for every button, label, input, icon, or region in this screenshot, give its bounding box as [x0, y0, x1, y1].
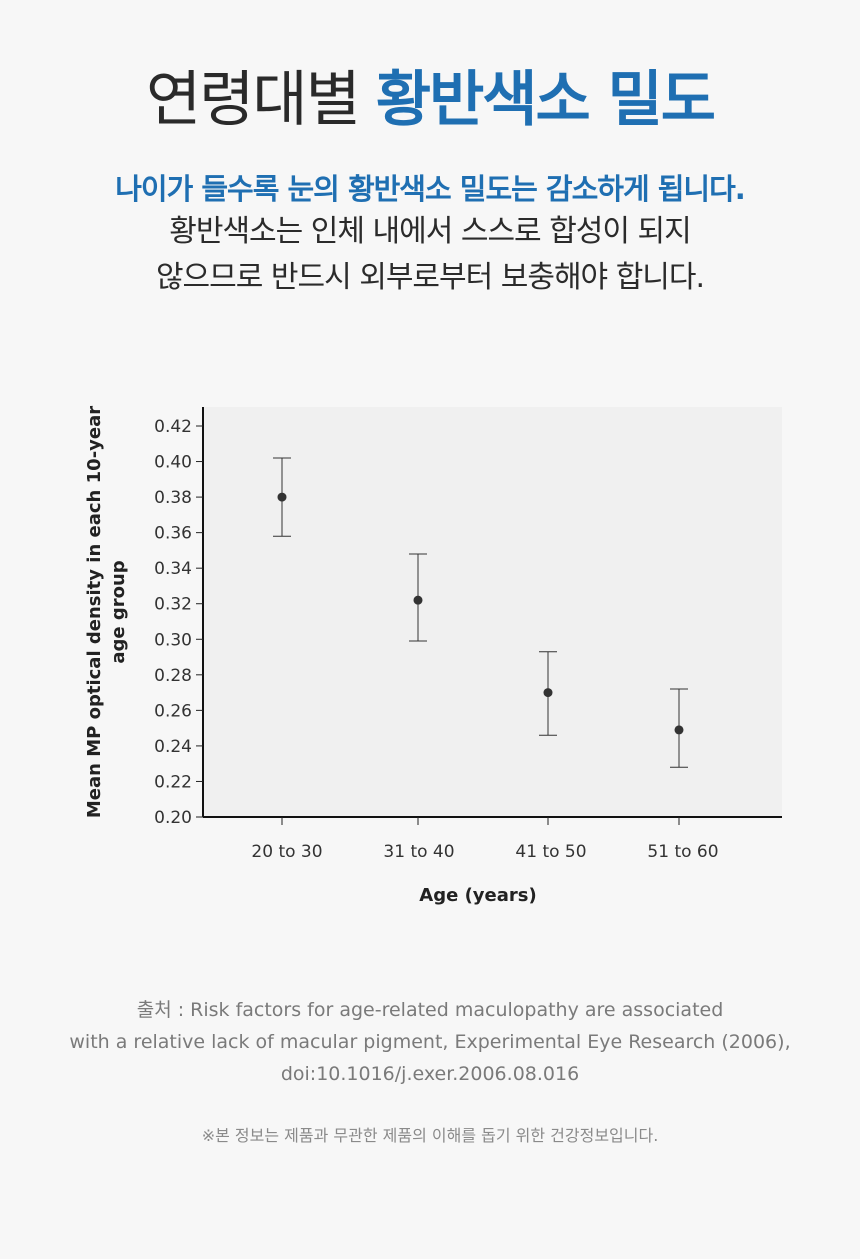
y-tick-label: 0.20 [154, 808, 192, 828]
data-point [277, 492, 287, 502]
data-point [413, 595, 423, 605]
subtitle: 나이가 들수록 눈의 황반색소 밀도는 감소하게 됩니다. [115, 172, 746, 206]
title-bold-part: 황반색소 밀도 [375, 65, 716, 135]
source-line-2: with a relative lack of macular pigment,… [69, 1031, 791, 1053]
y-tick-label: 0.38 [154, 488, 192, 508]
y-tick-label: 0.32 [154, 595, 192, 615]
title-light-part: 연령대별 [146, 65, 361, 135]
y-tick-label: 0.42 [154, 417, 192, 437]
y-tick-label: 0.22 [154, 772, 192, 792]
source-line-3: doi:10.1016/j.exer.2006.08.016 [280, 1063, 580, 1085]
data-point [674, 725, 684, 735]
page-title: 연령대별 황반색소 밀도 [0, 62, 860, 138]
description-line-1: 황반색소는 인체 내에서 스스로 합성이 되지 [169, 214, 691, 249]
y-tick-label: 0.34 [154, 559, 192, 579]
x-tick-label: 41 to 50 [515, 842, 586, 862]
description-line-2: 않으므로 반드시 외부로부터 보충해야 합니다. [155, 260, 705, 295]
y-tick-label: 0.30 [154, 630, 192, 650]
y-tick-label: 0.40 [154, 453, 192, 473]
y-axis-label-line-1: Mean MP optical density in each 10-year [84, 406, 105, 818]
source-line-1: 출처 : Risk factors for age-related maculo… [136, 999, 724, 1021]
x-tick-label: 31 to 40 [383, 842, 454, 862]
error-bar-chart: 0.42 0.40 0.38 0.36 0.34 0.32 0.30 0.28 0.26 0.24… [84, 406, 782, 906]
y-tick-label: 0.26 [154, 701, 192, 721]
y-tick-label: 0.36 [154, 524, 192, 544]
y-tick-label: 0.28 [154, 666, 192, 686]
x-tick-label: 51 to 60 [647, 842, 718, 862]
data-point [543, 688, 553, 698]
y-axis-label-line-2: age group [108, 560, 129, 663]
plot-area [203, 407, 782, 817]
y-tick-label: 0.24 [154, 737, 192, 757]
x-tick-label: 20 to 30 [251, 842, 322, 862]
x-axis-label: Age (years) [419, 885, 536, 906]
disclaimer-note: ※본 정보는 제품과 무관한 제품의 이해를 돕기 위한 건강정보입니다. [201, 1126, 659, 1145]
